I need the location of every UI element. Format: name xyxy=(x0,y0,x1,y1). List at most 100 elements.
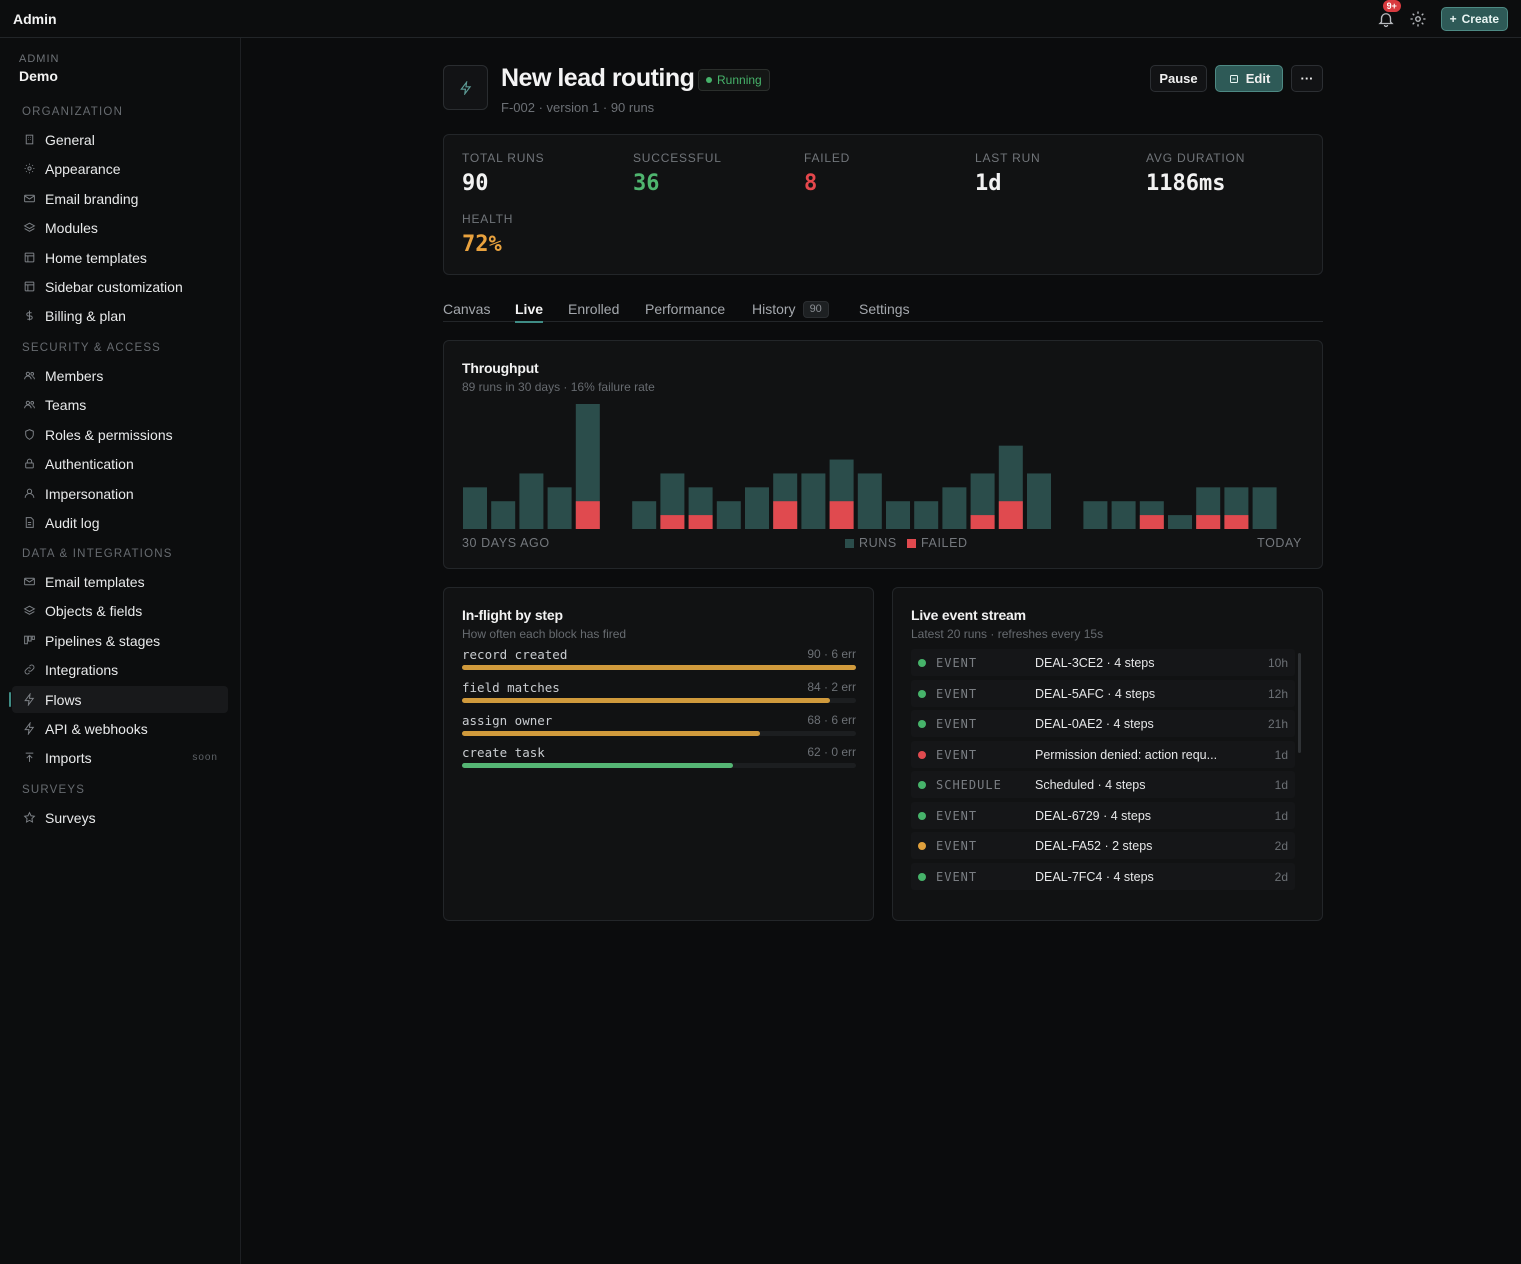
runs-bar[interactable] xyxy=(914,501,939,529)
sidebar-item-members[interactable]: Members xyxy=(12,362,228,389)
event-status-dot xyxy=(918,872,926,881)
history-count-badge: 90 xyxy=(802,300,829,318)
tab-label: Performance xyxy=(645,301,726,317)
sidebar-item-general[interactable]: General xyxy=(12,126,228,153)
sidebar-item-appearance[interactable]: Appearance xyxy=(12,155,228,182)
event-kind: EVENT xyxy=(936,808,978,823)
edit-button[interactable]: Edit xyxy=(1215,65,1283,92)
tab-history[interactable]: History 90 xyxy=(752,298,829,320)
event-kind: EVENT xyxy=(936,686,978,701)
sidebar-item-email-branding[interactable]: Email branding xyxy=(12,185,228,212)
event-row[interactable]: EVENT DEAL-FA52 · 2 steps 2d xyxy=(911,832,1295,859)
stat-value: 1d xyxy=(975,171,1002,196)
failed-bar[interactable] xyxy=(1139,515,1164,529)
sidebar-item-integrations[interactable]: Integrations xyxy=(12,656,228,683)
tab-canvas[interactable]: Canvas xyxy=(443,298,490,320)
workspace-name[interactable]: Demo xyxy=(19,68,58,84)
failed-bar[interactable] xyxy=(998,501,1023,529)
sidebar-item-label: Flows xyxy=(45,691,82,708)
event-row[interactable]: SCHEDULE Scheduled · 4 steps 1d xyxy=(911,771,1295,798)
sidebar-item-impersonation[interactable]: Impersonation xyxy=(12,480,228,507)
runs-bar[interactable] xyxy=(716,501,741,529)
event-age: 1d xyxy=(1274,747,1288,762)
sidebar-item-home-templates[interactable]: Home templates xyxy=(12,244,228,271)
runs-bar[interactable] xyxy=(857,473,882,529)
sidebar-item-teams[interactable]: Teams xyxy=(12,391,228,418)
sidebar-item-sidebar-customization[interactable]: Sidebar customization xyxy=(12,273,228,300)
status-dot xyxy=(706,77,712,83)
pause-button[interactable]: Pause xyxy=(1150,65,1207,92)
failed-bar[interactable] xyxy=(575,501,600,529)
tab-performance[interactable]: Performance xyxy=(645,298,725,320)
event-age: 2d xyxy=(1274,869,1288,884)
failed-bar[interactable] xyxy=(688,515,713,529)
gear-icon[interactable] xyxy=(1409,10,1427,28)
failed-bar[interactable] xyxy=(1224,515,1249,529)
runs-bar[interactable] xyxy=(942,487,967,529)
event-age: 1d xyxy=(1274,808,1288,823)
legend-swatch-runs xyxy=(845,538,854,548)
sidebar-item-imports[interactable]: Imports soon xyxy=(12,744,228,771)
sidebar-item-objects-fields[interactable]: Objects & fields xyxy=(12,597,228,624)
x-axis-start-label: 30 DAYS AGO xyxy=(462,536,550,550)
sidebar-item-pipelines-stages[interactable]: Pipelines & stages xyxy=(12,627,228,654)
runs-bar[interactable] xyxy=(1252,487,1277,529)
event-row[interactable]: EVENT Permission denied: action requ... 1d xyxy=(911,741,1295,768)
event-row[interactable]: EVENT DEAL-0AE2 · 4 steps 21h xyxy=(911,710,1295,737)
runs-bar[interactable] xyxy=(886,501,910,529)
tab-live[interactable]: Live xyxy=(515,298,544,323)
event-row[interactable]: EVENT DEAL-7FC4 · 4 steps 2d xyxy=(911,863,1295,890)
stat-health: HEALTH 72% xyxy=(462,212,513,257)
flow-icon xyxy=(443,65,488,110)
sidebar-item-email-templates[interactable]: Email templates xyxy=(12,568,228,595)
runs-bar[interactable] xyxy=(547,487,572,529)
sidebar-item-authentication[interactable]: Authentication xyxy=(12,450,228,477)
x-axis-end-label: TODAY xyxy=(1257,536,1302,550)
event-row[interactable]: EVENT DEAL-6729 · 4 steps 1d xyxy=(911,802,1295,829)
runs-bar[interactable] xyxy=(632,501,657,529)
failed-bar[interactable] xyxy=(829,501,854,529)
runs-bar[interactable] xyxy=(745,487,769,529)
failed-bar[interactable] xyxy=(773,501,798,529)
notifications-button[interactable]: 9+ xyxy=(1377,0,1401,28)
sidebar-item-billing-plan[interactable]: Billing & plan xyxy=(12,302,228,329)
section-label: SURVEYS xyxy=(22,784,86,796)
runs-bar[interactable] xyxy=(519,473,544,529)
sidebar-item-audit-log[interactable]: Audit log xyxy=(12,509,228,536)
event-list[interactable]: EVENT DEAL-3CE2 · 4 steps 10h EVENT DEAL-5AF… xyxy=(911,649,1295,903)
sidebar-item-flows[interactable]: Flows xyxy=(9,686,228,713)
event-row[interactable]: EVENT DEAL-5AFC · 4 steps 12h xyxy=(911,680,1295,707)
runs-bar[interactable] xyxy=(1111,501,1136,529)
more-options-button[interactable]: ··· xyxy=(1291,65,1323,92)
sidebar-item-roles-permissions[interactable]: Roles & permissions xyxy=(12,421,228,448)
failed-bar[interactable] xyxy=(660,515,685,529)
runs-bar[interactable] xyxy=(801,473,826,529)
runs-bar[interactable] xyxy=(491,501,516,529)
layers-icon xyxy=(22,221,36,235)
runs-bar[interactable] xyxy=(1027,473,1051,529)
create-button[interactable]: + Create xyxy=(1440,6,1508,31)
sidebar-item-label: Surveys xyxy=(45,809,96,826)
event-age: 2d xyxy=(1274,838,1288,853)
sidebar-item-api-webhooks[interactable]: API & webhooks xyxy=(12,715,228,742)
runs-bar[interactable] xyxy=(1168,515,1192,529)
runs-bar[interactable] xyxy=(463,487,487,529)
tab-enrolled[interactable]: Enrolled xyxy=(568,298,619,320)
legend-swatch-failed xyxy=(907,538,916,548)
file-icon xyxy=(22,516,36,530)
page-title: New lead routing xyxy=(501,64,695,92)
tab-settings[interactable]: Settings xyxy=(859,298,910,320)
sidebar-item-modules[interactable]: Modules xyxy=(12,214,228,241)
runs-bar[interactable] xyxy=(1083,501,1108,529)
failed-bar[interactable] xyxy=(970,515,995,529)
event-age: 10h xyxy=(1267,655,1288,670)
sidebar-item-label: Email templates xyxy=(45,573,145,590)
failed-bar[interactable] xyxy=(1196,515,1221,529)
legend-runs: RUNS xyxy=(845,536,897,550)
event-list-scrollbar[interactable] xyxy=(1298,653,1301,753)
event-text: DEAL-FA52 · 2 steps xyxy=(1035,838,1153,853)
stats-card: TOTAL RUNS 90 SUCCESSFUL 36 FAILED 8 LAS… xyxy=(443,134,1323,275)
throughput-card: Throughput 89 runs in 30 days · 16% fail… xyxy=(443,340,1323,569)
sidebar-item-surveys[interactable]: Surveys xyxy=(12,804,228,831)
event-row[interactable]: EVENT DEAL-3CE2 · 4 steps 10h xyxy=(911,649,1295,676)
